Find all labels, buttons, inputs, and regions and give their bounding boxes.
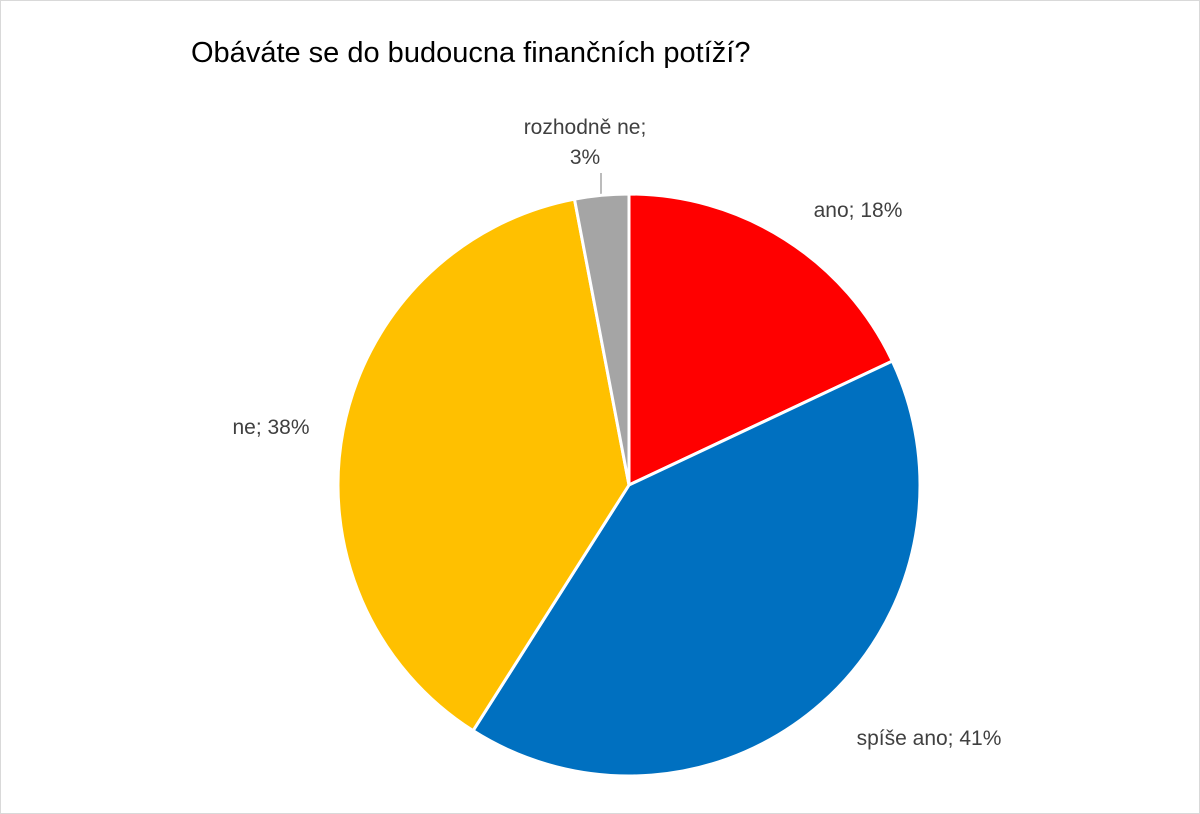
pie-slice	[627, 192, 894, 487]
pie-slice	[471, 359, 922, 778]
data-label: rozhodně ne; 3%	[523, 116, 647, 169]
pie-slice	[336, 197, 631, 733]
chart-title: Obáváte se do budoucna finančních potíží…	[191, 37, 751, 69]
data-label: spíše ano; 41%	[856, 727, 1002, 750]
data-label: ano; 18%	[813, 199, 903, 222]
pie-slice	[572, 192, 631, 487]
data-label: ne; 38%	[232, 416, 310, 439]
